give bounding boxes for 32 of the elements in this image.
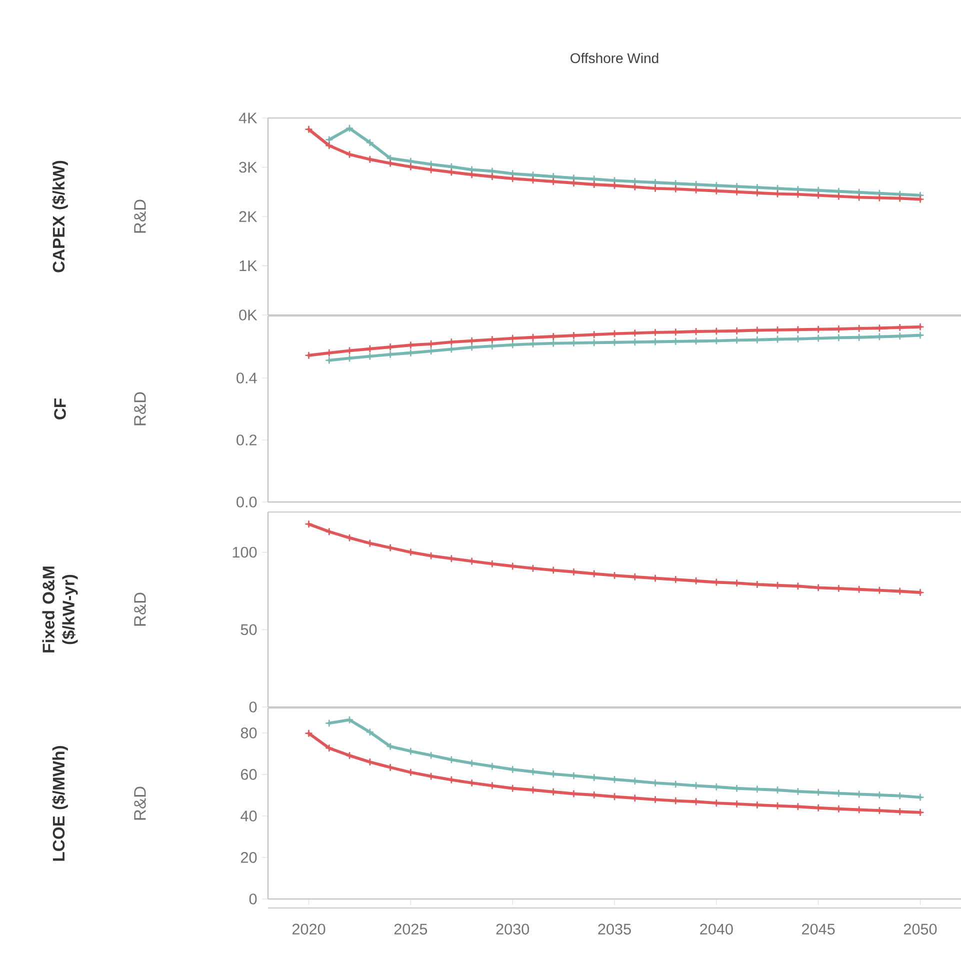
y-axis-title: Fixed O&M ($/kW-yr) bbox=[42, 566, 78, 652]
y-tick-label: 50 bbox=[240, 624, 257, 636]
x-tick-label: 2030 bbox=[496, 924, 530, 935]
y-axis-title: CAPEX ($/kW) bbox=[52, 160, 68, 272]
x-tick-label: 2025 bbox=[394, 924, 428, 935]
y-axis-title: LCOE ($/MWh) bbox=[52, 746, 68, 861]
y-tick-label: 40 bbox=[240, 810, 257, 822]
y-tick-label: 2K bbox=[239, 211, 258, 222]
y-tick-label: 0K bbox=[239, 310, 258, 320]
y-tick-label: 60 bbox=[241, 769, 257, 780]
chart-title: Offshore Wind bbox=[570, 52, 658, 64]
text: R&D bbox=[134, 592, 146, 626]
y-tick-label: 20 bbox=[241, 852, 257, 863]
y-tick-label: 0.0 bbox=[236, 496, 257, 508]
y-axis-title: CF bbox=[54, 398, 66, 420]
x-tick-label: 2035 bbox=[598, 924, 631, 935]
y-tick-label: 0.4 bbox=[236, 372, 257, 384]
y-tick-label: 0.2 bbox=[236, 434, 257, 446]
y-tick-label: 100 bbox=[232, 546, 257, 558]
y-tick-label: 0 bbox=[249, 894, 257, 904]
y-tick-label: 0 bbox=[249, 702, 257, 712]
text: R&D bbox=[134, 786, 146, 820]
x-tick-label: 2045 bbox=[802, 924, 835, 935]
text: R&D bbox=[134, 392, 146, 426]
text: R&D bbox=[134, 200, 146, 233]
y-tick-label: 80 bbox=[240, 727, 257, 738]
y-tick-label: 3K bbox=[239, 162, 258, 173]
x-tick-label: 2040 bbox=[700, 924, 733, 935]
y-tick-label: 4K bbox=[238, 112, 258, 124]
y-tick-label: 1K bbox=[240, 260, 258, 272]
x-tick-label: 2020 bbox=[292, 924, 326, 935]
x-tick-label: 2050 bbox=[904, 924, 937, 935]
